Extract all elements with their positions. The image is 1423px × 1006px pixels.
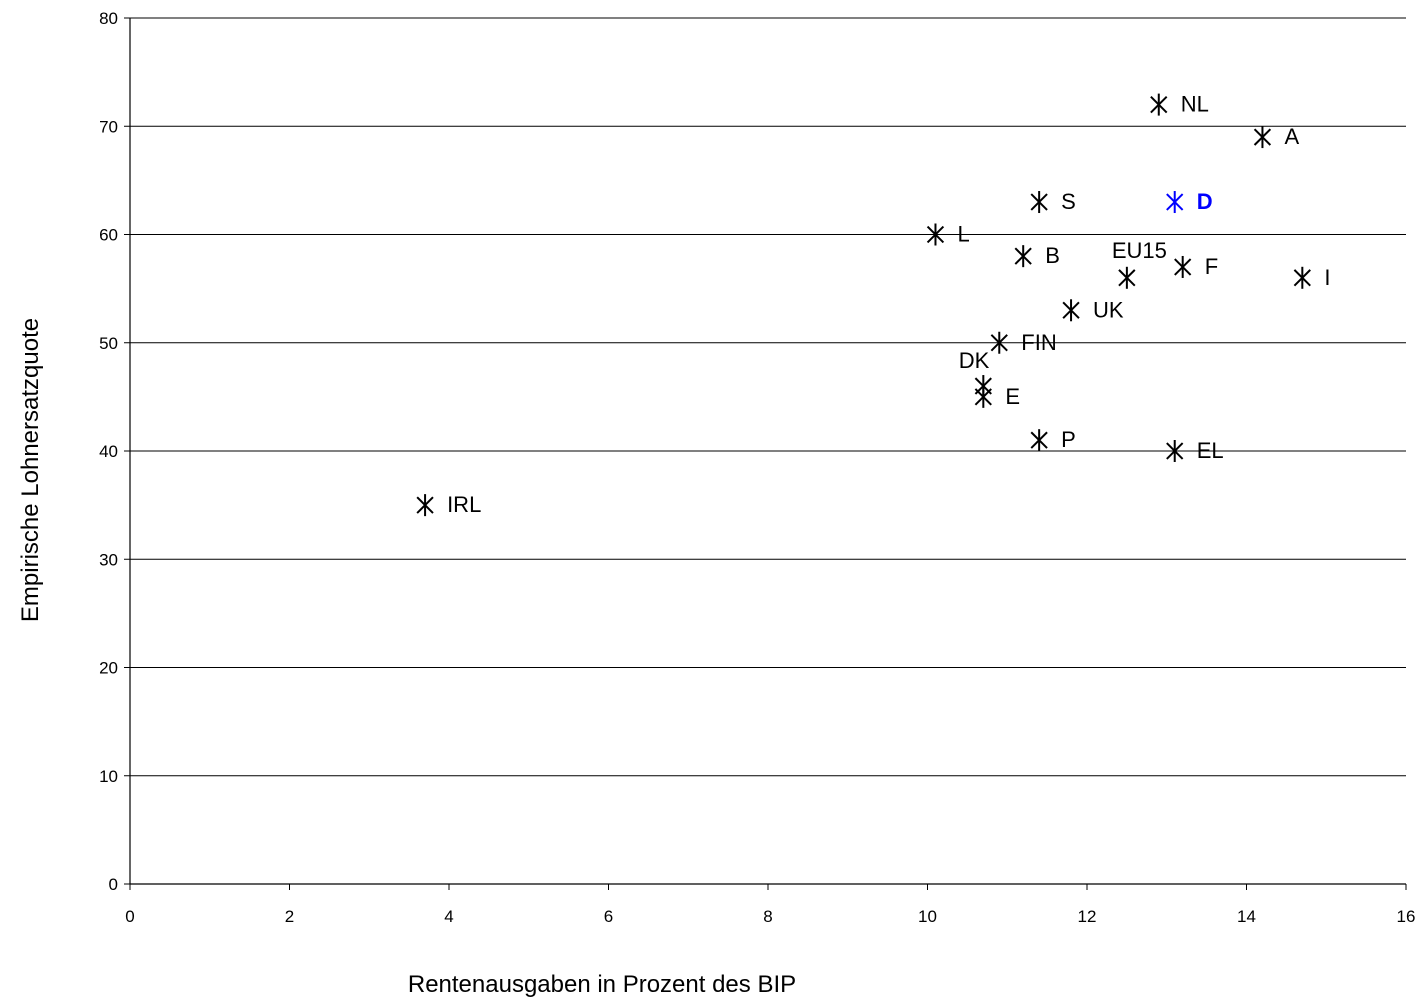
y-tick-label: 50 — [99, 334, 118, 353]
y-tick-label: 40 — [99, 442, 118, 461]
point-label: UK — [1093, 297, 1124, 322]
y-tick-label: 60 — [99, 226, 118, 245]
tick-labels: 0 10 20 30 40 50 60 70 80 0 2 4 6 8 10 12 14 16 — [99, 9, 1415, 926]
point-label: F — [1205, 254, 1218, 279]
y-tick-label: 80 — [99, 9, 118, 28]
y-axis-title: Empirische Lohnersatzquote — [17, 318, 44, 622]
point-p: P — [1030, 427, 1076, 452]
x-tick-label: 0 — [125, 907, 134, 926]
point-label: FIN — [1021, 330, 1056, 355]
x-tick-label: 4 — [444, 907, 453, 926]
point-a: A — [1253, 124, 1299, 149]
y-tick-label: 20 — [99, 659, 118, 678]
point-el: EL — [1166, 438, 1224, 463]
point-label: EU15 — [1112, 238, 1167, 263]
y-tick-label: 10 — [99, 767, 118, 786]
point-d: D — [1166, 189, 1213, 214]
point-label: P — [1061, 427, 1076, 452]
data-points: NL A S D L B EU15 F I UK FIN DK E P EL IRL — [416, 92, 1330, 517]
x-tick-label: 8 — [763, 907, 772, 926]
point-eu15: EU15 — [1112, 238, 1167, 289]
point-f: F — [1174, 254, 1218, 279]
x-tick-label: 16 — [1397, 907, 1416, 926]
x-tick-label: 12 — [1078, 907, 1097, 926]
point-s: S — [1030, 189, 1076, 214]
point-label: NL — [1181, 92, 1209, 117]
x-tick-label: 2 — [285, 907, 294, 926]
point-i: I — [1293, 265, 1330, 290]
axes — [124, 17, 1407, 890]
y-tick-label: 70 — [99, 117, 118, 136]
point-label: S — [1061, 189, 1076, 214]
point-label: DK — [959, 348, 990, 373]
y-tick-label: 30 — [99, 550, 118, 569]
point-label: B — [1045, 243, 1060, 268]
point-b: B — [1014, 243, 1060, 268]
point-label: D — [1197, 189, 1213, 214]
point-irl: IRL — [416, 492, 481, 517]
point-l: L — [926, 222, 970, 247]
point-label: E — [1005, 384, 1020, 409]
point-label: I — [1324, 265, 1330, 290]
y-tick-label: 0 — [109, 875, 118, 894]
point-fin: FIN — [990, 330, 1057, 355]
gridlines — [130, 17, 1406, 777]
x-tick-label: 14 — [1237, 907, 1256, 926]
point-e: E — [974, 384, 1020, 409]
x-tick-label: 6 — [604, 907, 613, 926]
x-tick-label: 10 — [918, 907, 937, 926]
point-label: L — [957, 222, 969, 247]
x-axis-title: Rentenausgaben in Prozent des BIP — [408, 971, 796, 998]
point-label: A — [1284, 124, 1299, 149]
point-label: IRL — [447, 492, 481, 517]
point-nl: NL — [1150, 92, 1209, 117]
point-label: EL — [1197, 438, 1224, 463]
point-uk: UK — [1062, 297, 1124, 322]
